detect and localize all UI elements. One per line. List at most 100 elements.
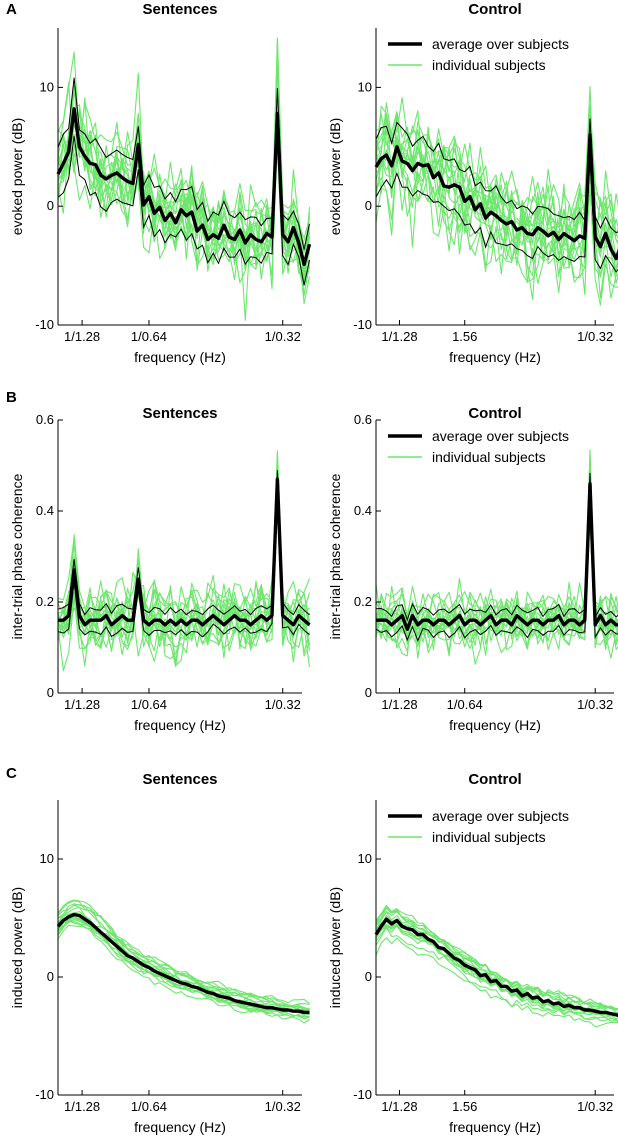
plot-induced-sentences: Sentences -10 0 10 1/1.28 1/0.64 1/0.32 frequen… bbox=[9, 771, 310, 1135]
x-tick-label: 1/0.64 bbox=[447, 697, 483, 712]
y-tick-label: -10 bbox=[353, 317, 372, 332]
individual-subject-line bbox=[375, 906, 618, 1014]
y-tick-label: 0 bbox=[47, 969, 54, 984]
plot-title: Control bbox=[468, 771, 521, 788]
individual-subject-line bbox=[57, 87, 311, 275]
lower-bound-line bbox=[375, 495, 618, 642]
y-axis-label: inter-trial phase coherence bbox=[9, 473, 25, 639]
lower-bound-line bbox=[57, 487, 310, 638]
individual-subject-line bbox=[375, 467, 618, 640]
x-tick-label: 1/0.32 bbox=[265, 329, 301, 344]
y-tick-label: 0 bbox=[365, 969, 372, 984]
y-axis-label: induced power (dB) bbox=[9, 887, 25, 1008]
y-tick-label: 0.2 bbox=[354, 594, 372, 609]
individual-subject-line bbox=[375, 457, 618, 631]
individual-subject-line bbox=[375, 97, 618, 273]
average-line bbox=[376, 482, 618, 631]
individual-subject-line bbox=[57, 480, 310, 656]
panel-letter-c: C bbox=[6, 765, 17, 782]
x-tick-label: 1/0.32 bbox=[577, 1099, 613, 1114]
x-axis-label: frequency (Hz) bbox=[134, 717, 226, 733]
y-tick-label: 10 bbox=[40, 851, 54, 866]
legend-average-label: average over subjects bbox=[432, 428, 569, 444]
plot-itpc-sentences: Sentences 0 0.2 0.4 0.6 1/1.28 1/0.64 1/0.32 fre… bbox=[9, 405, 311, 733]
y-tick-label: -10 bbox=[353, 1087, 372, 1102]
individual-subject-line bbox=[375, 155, 618, 299]
y-tick-label: 0 bbox=[47, 198, 54, 213]
x-tick-label: 1.56 bbox=[452, 1099, 477, 1114]
individual-subject-line bbox=[57, 906, 310, 1011]
individual-subject-line bbox=[375, 110, 618, 243]
y-tick-label: 10 bbox=[358, 851, 372, 866]
legend-average-label: average over subjects bbox=[432, 36, 569, 52]
y-tick-label: -10 bbox=[35, 1087, 54, 1102]
individual-subject-line bbox=[375, 927, 618, 1023]
x-tick-label: 1/0.32 bbox=[265, 1099, 301, 1114]
plot-evoked-sentences: Sentences -10 0 10 1/1.28 1/0.64 1/0.32 frequen… bbox=[9, 1, 312, 365]
upper-bound-line bbox=[57, 470, 310, 616]
individual-subject-line bbox=[57, 484, 310, 668]
y-tick-label: 0.6 bbox=[354, 412, 372, 427]
panel-letter-a: A bbox=[6, 1, 17, 18]
average-line bbox=[374, 133, 618, 261]
x-axis-label: frequency (Hz) bbox=[134, 349, 226, 365]
plot-title: Sentences bbox=[142, 771, 217, 788]
y-tick-label: 0 bbox=[365, 198, 372, 213]
individual-subject-line bbox=[375, 144, 618, 301]
legend-individual-label: individual subjects bbox=[432, 829, 546, 845]
individual-subject-line bbox=[57, 924, 310, 1020]
y-tick-label: 0.4 bbox=[36, 503, 54, 518]
legend-individual-label: individual subjects bbox=[432, 57, 546, 73]
x-axis-label: frequency (Hz) bbox=[449, 349, 541, 365]
individual-subject-line bbox=[57, 904, 310, 1013]
upper-bound-line bbox=[375, 472, 618, 622]
x-tick-label: 1/0.32 bbox=[577, 697, 613, 712]
individual-subject-line bbox=[57, 903, 310, 1011]
lower-bound-line bbox=[375, 157, 618, 273]
x-tick-label: 1/0.64 bbox=[131, 697, 167, 712]
y-axis-label: evoked power (dB) bbox=[327, 118, 343, 236]
upper-bound-line bbox=[375, 118, 618, 234]
y-tick-label: 0.6 bbox=[36, 412, 54, 427]
average-line bbox=[56, 107, 312, 267]
individual-subject-line bbox=[375, 493, 618, 654]
x-tick-label: 1/0.32 bbox=[577, 329, 613, 344]
x-tick-label: 1/1.28 bbox=[64, 329, 100, 344]
y-tick-label: 10 bbox=[40, 79, 54, 94]
y-tick-label: 0.4 bbox=[354, 503, 372, 518]
lower-bound-line bbox=[57, 133, 310, 286]
average-line bbox=[58, 477, 311, 627]
x-tick-label: 1/1.28 bbox=[381, 697, 417, 712]
plot-evoked-control: Control -10 0 10 1/1.28 1.56 1/0.32 frequency (… bbox=[327, 1, 618, 365]
individual-subject-line bbox=[375, 153, 618, 306]
x-tick-label: 1/0.32 bbox=[265, 697, 301, 712]
y-axis-label: inter-trial phase coherence bbox=[327, 473, 343, 639]
individual-subject-line bbox=[375, 904, 618, 1010]
average-line bbox=[56, 912, 310, 1015]
x-tick-label: 1.56 bbox=[452, 329, 477, 344]
x-axis-label: frequency (Hz) bbox=[449, 717, 541, 733]
plot-itpc-control: Control 0 0.2 0.4 0.6 1/1.28 1/0.64 1/0.32 frequ… bbox=[327, 405, 618, 733]
y-tick-label: 0 bbox=[365, 685, 372, 700]
y-axis-label: induced power (dB) bbox=[327, 887, 343, 1008]
y-axis-label: evoked power (dB) bbox=[9, 118, 25, 236]
x-tick-label: 1/1.28 bbox=[381, 329, 417, 344]
plot-title: Control bbox=[468, 1, 521, 18]
x-tick-label: 1/1.28 bbox=[64, 1099, 100, 1114]
y-tick-label: 0.2 bbox=[36, 594, 54, 609]
panel-letter-b: B bbox=[6, 389, 17, 406]
average-line bbox=[374, 917, 618, 1017]
plot-title: Control bbox=[468, 405, 521, 422]
x-axis-label: frequency (Hz) bbox=[134, 1119, 226, 1135]
y-tick-label: 0 bbox=[47, 685, 54, 700]
x-axis-label: frequency (Hz) bbox=[449, 1119, 541, 1135]
x-tick-label: 1/1.28 bbox=[381, 1099, 417, 1114]
individual-subject-line bbox=[375, 907, 618, 1014]
x-tick-label: 1/0.64 bbox=[131, 329, 167, 344]
plot-title: Sentences bbox=[142, 1, 217, 18]
legend-individual-label: individual subjects bbox=[432, 449, 546, 465]
individual-subject-line bbox=[57, 88, 311, 272]
upper-bound-line bbox=[57, 77, 310, 250]
x-tick-label: 1/1.28 bbox=[64, 697, 100, 712]
